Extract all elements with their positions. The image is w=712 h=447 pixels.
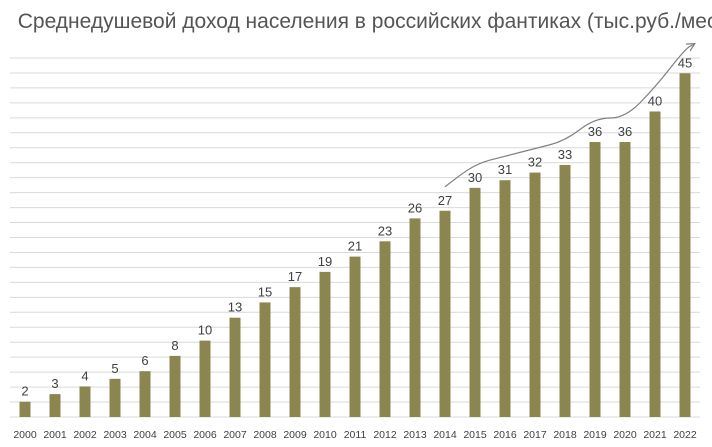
bar-2010 — [319, 271, 331, 417]
value-label-2000: 2 — [21, 384, 28, 399]
x-tick-2005: 2005 — [163, 429, 187, 441]
x-tick-2009: 2009 — [283, 429, 307, 441]
chart-title: Среднедушевой доход населения в российск… — [18, 10, 712, 33]
bar-2006 — [199, 340, 211, 417]
value-label-2004: 6 — [141, 353, 148, 368]
bar-2003 — [109, 378, 121, 417]
bar-2022 — [679, 73, 691, 417]
gridlines — [10, 57, 700, 418]
bar-2019 — [589, 142, 601, 417]
value-label-2019: 36 — [588, 124, 602, 139]
x-tick-2002: 2002 — [73, 429, 97, 441]
x-tick-2021: 2021 — [643, 429, 667, 441]
x-tick-2007: 2007 — [223, 429, 247, 441]
x-tick-2017: 2017 — [523, 429, 547, 441]
x-tick-2011: 2011 — [344, 429, 367, 441]
trend-arrow — [444, 44, 694, 188]
x-tick-2008: 2008 — [253, 429, 277, 441]
bar-2020 — [619, 142, 631, 417]
value-label-2015: 30 — [468, 170, 482, 185]
bar-2000 — [19, 401, 31, 417]
bar-2018 — [559, 164, 571, 417]
value-label-2002: 4 — [81, 368, 88, 383]
bar-2013 — [409, 218, 421, 417]
x-tick-2015: 2015 — [463, 429, 487, 441]
bar-2009 — [289, 287, 301, 417]
x-tick-2022: 2022 — [673, 429, 697, 441]
x-tick-2000: 2000 — [13, 429, 37, 441]
x-tick-2014: 2014 — [433, 429, 457, 441]
bar-2015 — [469, 187, 481, 417]
value-label-2009: 17 — [288, 269, 302, 284]
value-label-2007: 13 — [228, 300, 242, 315]
value-label-2008: 15 — [258, 284, 272, 299]
x-tick-2001: 2001 — [43, 429, 67, 441]
value-label-2012: 23 — [378, 223, 392, 238]
x-tick-2004: 2004 — [133, 429, 157, 441]
bars — [19, 73, 691, 418]
x-tick-2016: 2016 — [493, 429, 517, 441]
value-label-2021: 40 — [648, 93, 662, 108]
bar-2017 — [529, 172, 541, 417]
value-label-2010: 19 — [318, 254, 332, 269]
value-label-2013: 26 — [408, 200, 422, 215]
value-label-2001: 3 — [51, 376, 58, 391]
value-label-2003: 5 — [111, 361, 118, 376]
value-label-2017: 32 — [528, 155, 542, 170]
bar-2011 — [349, 256, 361, 417]
x-tick-2020: 2020 — [613, 429, 637, 441]
x-tick-2013: 2013 — [403, 429, 427, 441]
bar-2004 — [139, 371, 151, 417]
value-label-2020: 36 — [618, 124, 632, 139]
bar-2021 — [649, 111, 661, 418]
x-tick-2012: 2012 — [373, 429, 397, 441]
value-label-2014: 27 — [438, 193, 452, 208]
bar-2005 — [169, 355, 181, 417]
bar-2008 — [259, 302, 271, 417]
x-tick-2006: 2006 — [193, 429, 217, 441]
value-label-2016: 31 — [498, 162, 512, 177]
value-label-2022: 45 — [678, 55, 692, 70]
bar-2001 — [49, 394, 61, 417]
value-label-2005: 8 — [171, 338, 178, 353]
value-label-2006: 10 — [198, 323, 212, 338]
x-tick-2010: 2010 — [313, 429, 337, 441]
x-axis-ticks: 2000 2001 2002 2003 2004 2005 2006 2007 2008 2009… — [13, 429, 697, 441]
bar-2007 — [229, 317, 241, 417]
bar-2014 — [439, 210, 451, 417]
x-tick-2003: 2003 — [103, 429, 127, 441]
bar-2002 — [79, 386, 91, 417]
value-label-2011: 21 — [348, 239, 362, 254]
bar-2012 — [379, 241, 391, 417]
x-tick-2019: 2019 — [583, 429, 607, 441]
bar-2016 — [499, 180, 511, 417]
x-tick-2018: 2018 — [553, 429, 577, 441]
value-label-2018: 33 — [558, 147, 572, 162]
